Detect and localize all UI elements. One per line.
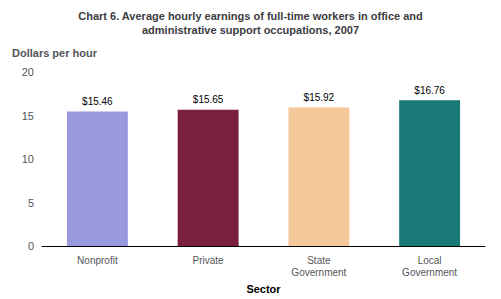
svg-text:Dollars per hour: Dollars per hour	[12, 47, 98, 59]
svg-text:Government: Government	[402, 267, 457, 278]
svg-text:$15.46: $15.46	[82, 96, 113, 107]
svg-text:$15.65: $15.65	[193, 94, 224, 105]
svg-text:State: State	[307, 255, 331, 266]
svg-text:Local: Local	[418, 255, 442, 266]
svg-text:Chart 6. Average hourly earnin: Chart 6. Average hourly earnings of full…	[78, 10, 423, 22]
svg-text:$16.76: $16.76	[414, 85, 445, 96]
svg-text:administrative support occupat: administrative support occupations, 2007	[142, 24, 359, 36]
svg-text:Private: Private	[193, 255, 225, 266]
svg-text:15: 15	[22, 110, 34, 122]
svg-text:0: 0	[28, 240, 34, 252]
svg-text:Nonprofit: Nonprofit	[77, 255, 118, 266]
svg-text:$15.92: $15.92	[304, 92, 335, 103]
svg-text:5: 5	[28, 197, 34, 209]
svg-text:10: 10	[22, 153, 34, 165]
svg-text:Sector: Sector	[246, 283, 281, 295]
svg-text:Government: Government	[291, 267, 346, 278]
svg-text:20: 20	[22, 66, 34, 78]
